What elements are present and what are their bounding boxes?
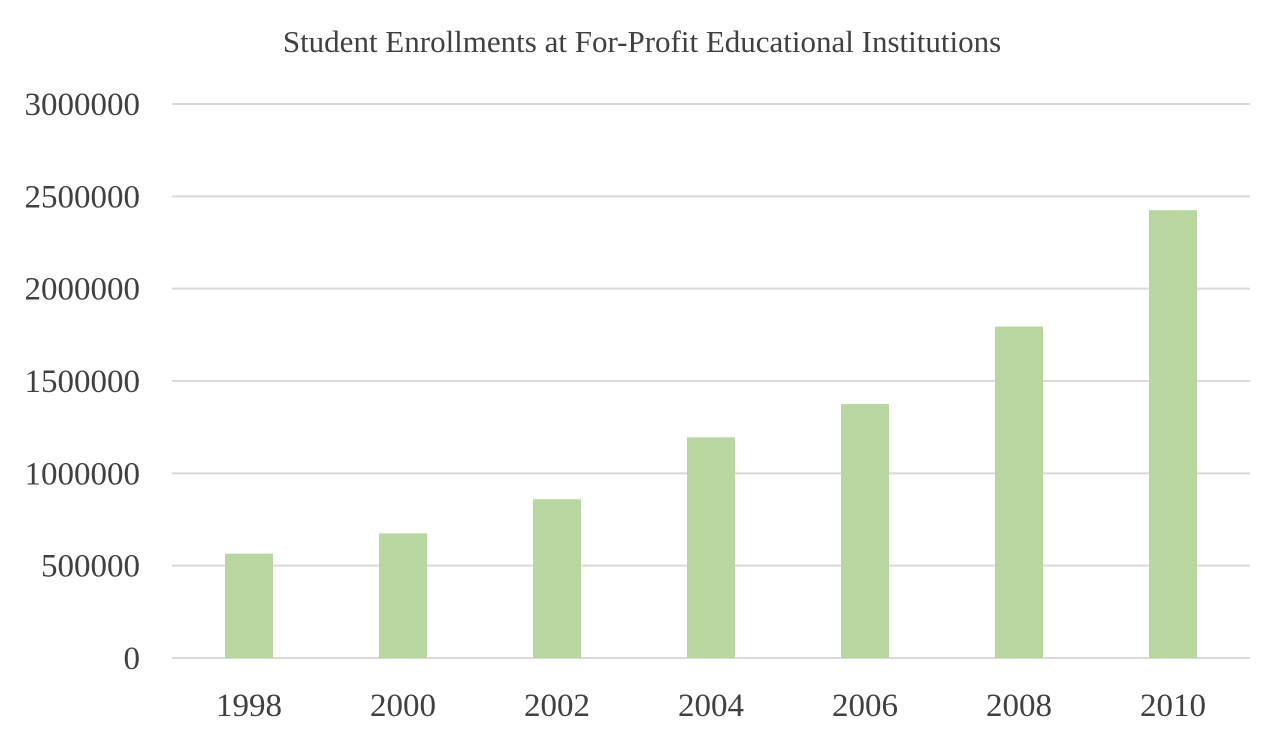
bar-2002: [533, 499, 581, 658]
x-tick-label: 2000: [370, 688, 436, 724]
y-tick-label: 2500000: [25, 179, 141, 215]
x-tick-label: 2008: [986, 688, 1052, 724]
chart-title: Student Enrollments at For-Profit Educat…: [283, 24, 1001, 59]
y-tick-label: 500000: [41, 549, 140, 585]
bar-2010: [1149, 210, 1197, 658]
bar-2008: [995, 326, 1043, 658]
bars: [225, 210, 1197, 658]
y-axis-ticks: 0 500000 1000000 1500000 2000000 2500000 30000…: [25, 87, 141, 677]
y-tick-label: 1000000: [25, 456, 141, 492]
x-tick-label: 2002: [524, 688, 590, 724]
bar-2006: [841, 404, 889, 658]
y-tick-label: 0: [124, 641, 141, 677]
bar-1998: [225, 553, 273, 658]
y-tick-label: 3000000: [25, 87, 141, 123]
x-tick-label: 2010: [1140, 688, 1206, 724]
y-tick-label: 1500000: [25, 364, 141, 400]
x-tick-label: 1998: [216, 688, 282, 724]
x-tick-label: 2006: [832, 688, 898, 724]
bar-2004: [687, 437, 735, 658]
bar-2000: [379, 533, 427, 658]
x-axis-ticks: 1998 2000 2002 2004 2006 2008 2010: [216, 688, 1206, 724]
y-tick-label: 2000000: [25, 272, 141, 308]
x-tick-label: 2004: [678, 688, 744, 724]
